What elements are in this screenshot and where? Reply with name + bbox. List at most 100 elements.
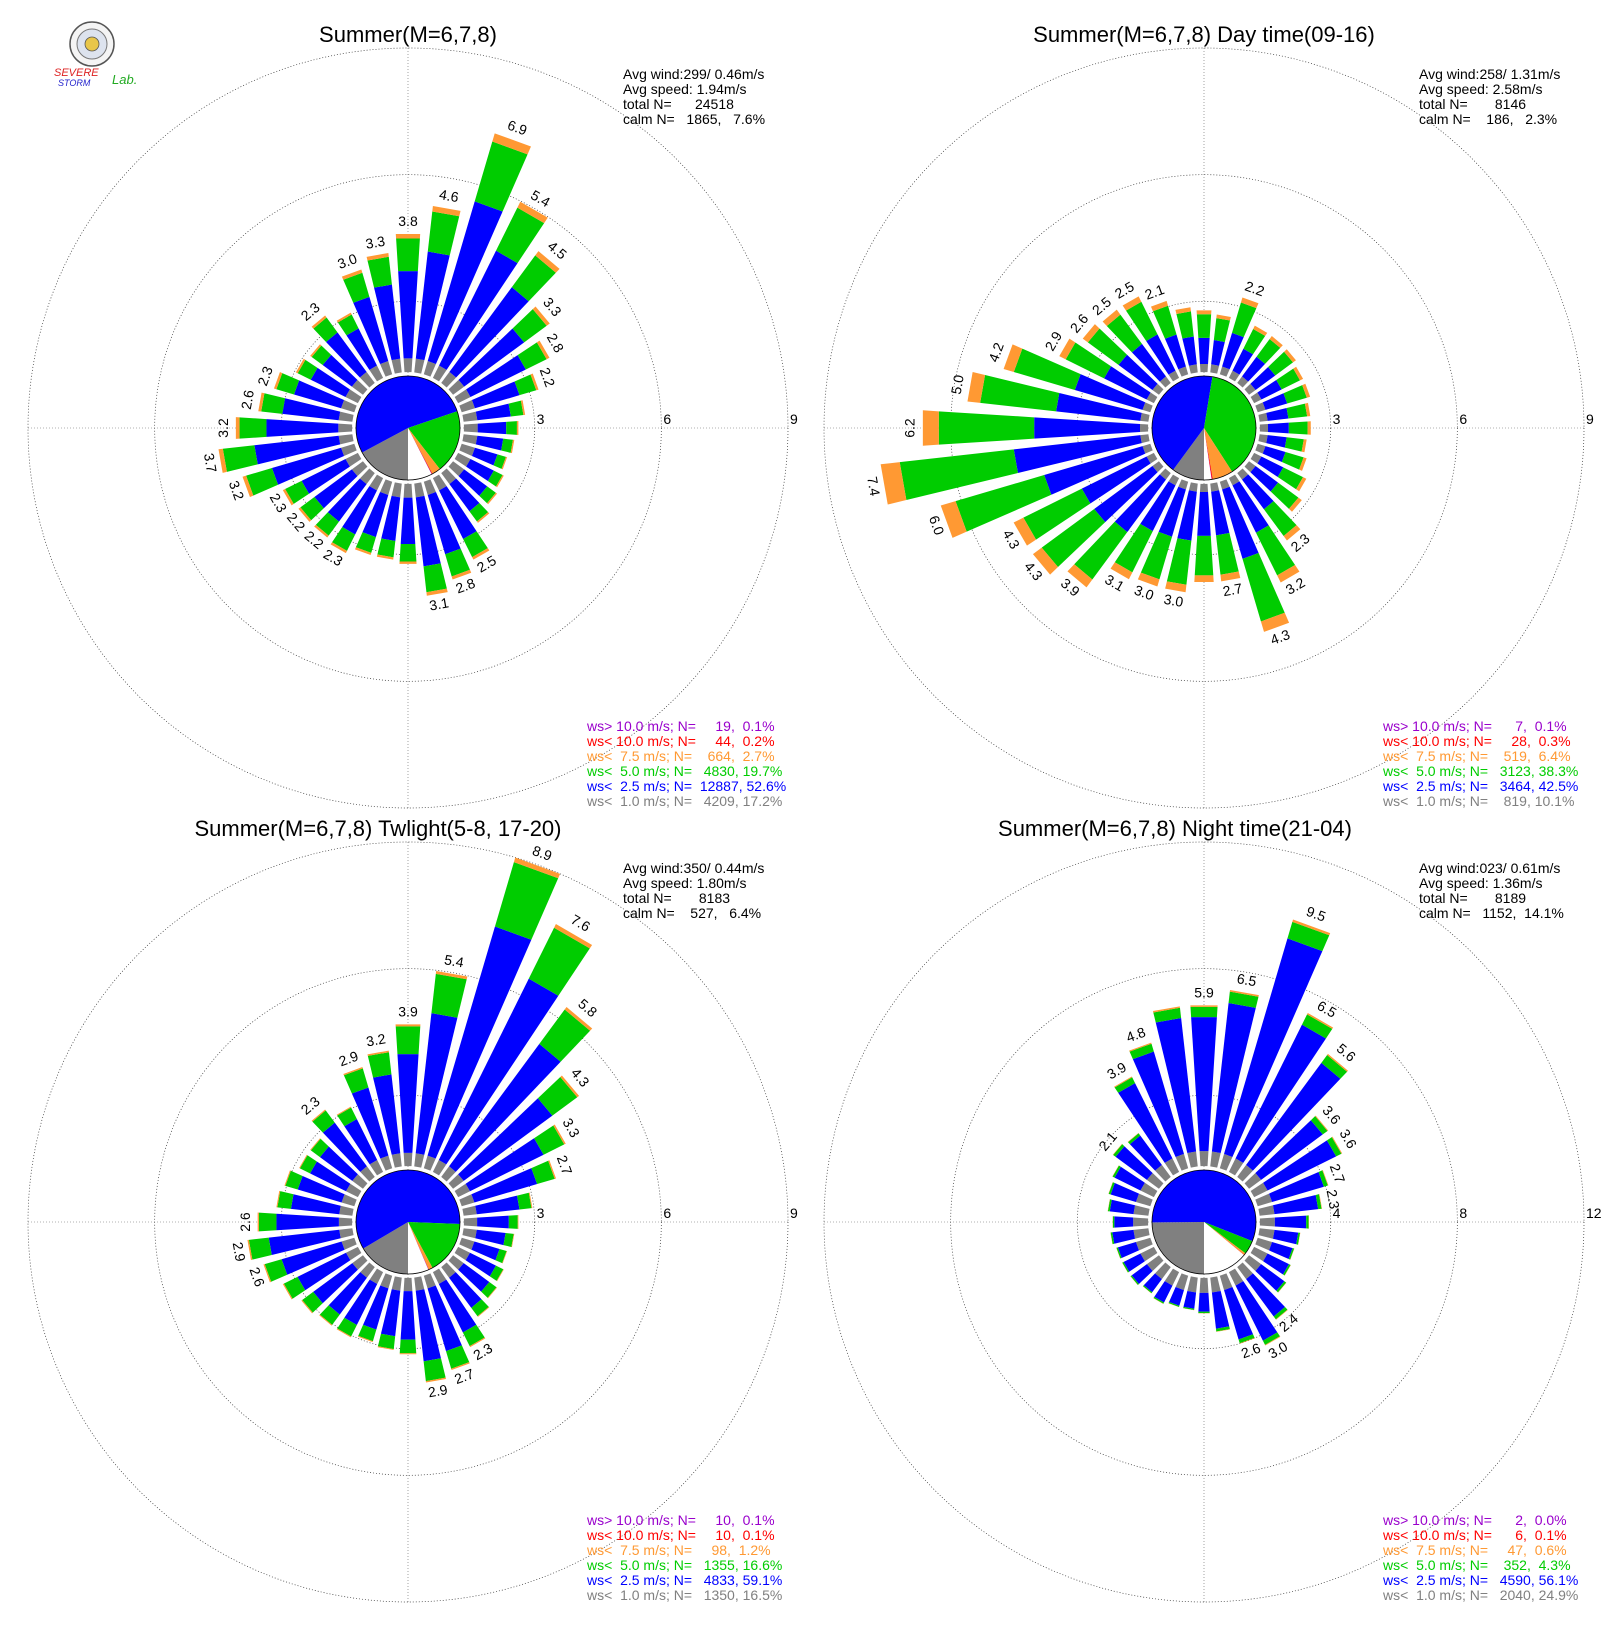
bar-segment xyxy=(1263,1253,1289,1275)
bar-segment xyxy=(1283,1264,1291,1276)
direction-bar xyxy=(1114,1076,1180,1176)
bar-segment xyxy=(1127,1132,1139,1143)
legend-ws-lt2-5: ws< 2.5 m/s; N= 4590, 56.1% xyxy=(1382,1572,1578,1588)
bar-segment xyxy=(300,497,324,521)
bar-segment xyxy=(938,411,1035,445)
bar-label: 4.8 xyxy=(1124,1024,1148,1046)
seal-icon xyxy=(69,21,115,67)
pie-slice-ws-lt2-5 xyxy=(356,376,458,453)
bar-segment xyxy=(414,482,425,498)
bar-segment xyxy=(1296,477,1307,492)
bar-segment xyxy=(553,1124,566,1145)
direction-bar xyxy=(1153,1268,1180,1304)
bar-segment xyxy=(1257,456,1284,477)
bar-segment xyxy=(1142,1286,1152,1294)
bar-segment xyxy=(403,483,413,498)
wind-rose-plot: 3 6 92.22.33.24.32.73.03.03.13.94.34.36.07… xyxy=(823,47,1594,809)
direction-bar xyxy=(336,1106,384,1176)
bar-segment xyxy=(530,373,539,391)
bar-segment xyxy=(268,1229,341,1255)
bar-segment xyxy=(432,365,447,382)
bar-segment xyxy=(475,435,504,451)
bar-segment xyxy=(403,1152,413,1167)
wind-rose-plot: 3 6 93.95.48.97.65.84.33.32.72.32.72.92.62… xyxy=(27,841,798,1603)
bar-segment xyxy=(1253,325,1268,336)
direction-bar xyxy=(448,461,498,505)
bar-segment xyxy=(1116,1247,1121,1259)
bar-label: 4.3 xyxy=(568,1065,593,1090)
bar-segment xyxy=(459,1237,475,1250)
pie-slice-ws-gt10 xyxy=(408,1222,429,1270)
range-ring xyxy=(1076,1094,1332,1350)
direction-bar xyxy=(1110,1228,1150,1245)
bar-segment xyxy=(1198,1311,1210,1314)
direction-bar xyxy=(367,1050,402,1168)
bar-segment xyxy=(1250,1182,1268,1198)
bar-segment xyxy=(415,1289,441,1362)
bar-segment xyxy=(423,563,447,593)
bar-segment xyxy=(439,486,477,540)
bar-segment xyxy=(297,1175,345,1203)
bar-segment xyxy=(1140,434,1150,444)
bar-label: 3.2 xyxy=(226,478,248,502)
bar-segment xyxy=(400,497,416,545)
direction-bar xyxy=(940,443,1153,538)
bar-segment xyxy=(1250,466,1279,492)
bar-segment xyxy=(1211,1003,1256,1154)
bar-label: 3.0 xyxy=(1163,591,1185,610)
pie-slice-ws-lt1 xyxy=(363,1222,408,1274)
direction-bar xyxy=(1219,297,1259,377)
bar-segment xyxy=(459,400,475,413)
bar-label: 2.6 xyxy=(238,389,257,411)
bar-segment xyxy=(1132,1051,1184,1157)
bar-segment xyxy=(1250,392,1262,404)
bar-segment xyxy=(1182,336,1197,366)
bar-segment xyxy=(495,1248,507,1264)
bar-label: 6.0 xyxy=(926,513,948,537)
bar-segment xyxy=(463,423,478,433)
bar-segment xyxy=(1274,1215,1307,1229)
bar-segment xyxy=(1175,307,1191,314)
bar-segment xyxy=(301,459,350,494)
bar-segment xyxy=(1106,314,1142,353)
bar-segment xyxy=(1219,1153,1233,1171)
bar-segment xyxy=(1118,1083,1173,1163)
bar-segment xyxy=(302,1291,323,1313)
bar-segment xyxy=(1140,423,1149,433)
bar-segment xyxy=(532,306,550,326)
bar-segment xyxy=(282,398,341,421)
bar-segment xyxy=(1133,1217,1149,1227)
bar-segment xyxy=(1114,474,1166,533)
direction-bar xyxy=(1198,1277,1210,1314)
bar-segment xyxy=(1262,1332,1280,1345)
bar-segment xyxy=(345,452,362,467)
bar-segment xyxy=(380,479,393,495)
bar-segment xyxy=(495,474,504,488)
bar-segment xyxy=(1211,1290,1230,1329)
bar-segment xyxy=(425,1377,446,1383)
pie-slice-ws-lt7-5 xyxy=(1204,428,1233,480)
direction-bar xyxy=(1258,434,1307,453)
bar-segment xyxy=(360,1262,375,1278)
bar-segment xyxy=(341,400,357,413)
bar-segment xyxy=(391,358,402,374)
bar-segment xyxy=(1216,533,1239,575)
bar-segment xyxy=(1074,374,1146,410)
bar-segment xyxy=(1211,340,1225,366)
bar-segment xyxy=(391,1153,402,1168)
bar-segment xyxy=(1107,1199,1112,1212)
bar-segment xyxy=(1155,1164,1171,1182)
bar-segment xyxy=(1287,921,1330,952)
direction-bar xyxy=(276,1190,354,1216)
bar-segment xyxy=(458,469,488,496)
bar-segment xyxy=(477,1215,509,1229)
bar-segment xyxy=(1269,1242,1293,1259)
legend: ws> 10.0 m/s; N= 2, 0.0% ws< 10.0 m/s; N… xyxy=(1382,1512,1578,1603)
bar-segment xyxy=(1219,1273,1233,1291)
bar-segment xyxy=(508,1215,518,1229)
bar-segment xyxy=(1129,1042,1152,1052)
bar-segment xyxy=(1288,497,1302,512)
direction-bar xyxy=(284,1170,357,1207)
bar-segment xyxy=(310,1138,321,1151)
direction-bar xyxy=(1129,1042,1189,1171)
